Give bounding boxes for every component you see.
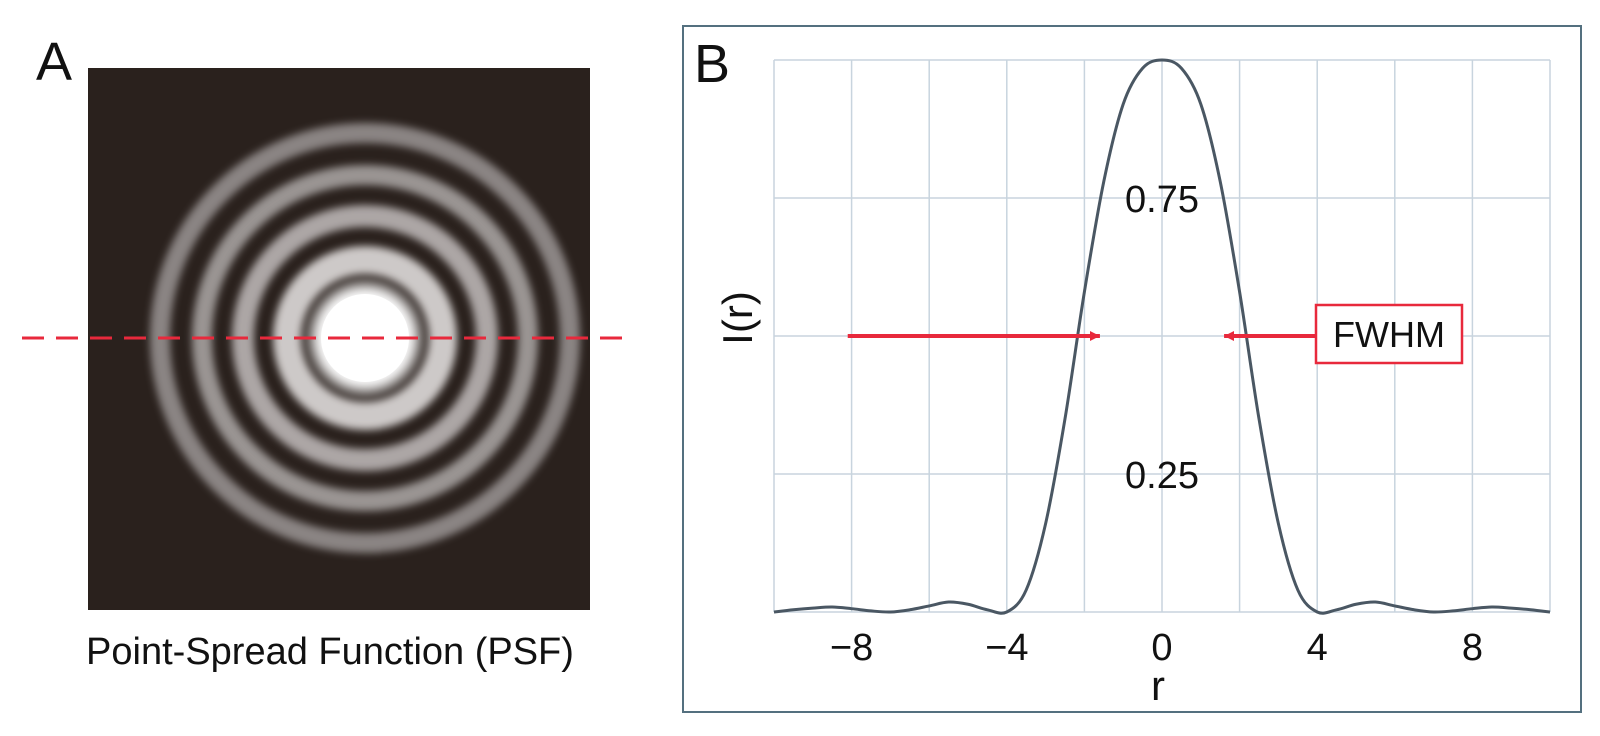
x-tick-labels: −8 −4 0 4 8 xyxy=(830,627,1483,669)
x-tick-label: −4 xyxy=(985,627,1028,669)
x-tick-label: 8 xyxy=(1462,627,1483,669)
panel-b: B 0.75 0.25 −8 −4 0 4 8 r I(r) FWHM xyxy=(682,25,1582,713)
psf-caption: Point-Spread Function (PSF) xyxy=(86,631,574,673)
fwhm-annotation: FWHM xyxy=(847,303,1464,365)
x-tick-label: 4 xyxy=(1307,627,1328,669)
intensity-curve xyxy=(773,58,1551,615)
y-annotation-0.75: 0.75 xyxy=(1125,179,1199,221)
y-annotations: 0.75 0.25 xyxy=(1125,179,1199,497)
x-axis-label: r xyxy=(1151,662,1165,709)
fwhm-label: FWHM xyxy=(1333,314,1445,355)
x-tick-label: −8 xyxy=(830,627,873,669)
fwhm-label-box xyxy=(1314,303,1464,365)
panel-a: A Point-Spread Function (PSF) xyxy=(22,32,632,673)
panel-b-letter: B xyxy=(694,34,730,94)
y-axis-label: I(r) xyxy=(714,291,761,345)
y-annotation-0.25: 0.25 xyxy=(1125,455,1199,497)
x-tick-label: 0 xyxy=(1151,627,1172,669)
panel-b-frame xyxy=(682,25,1582,713)
panel-a-letter: A xyxy=(36,32,72,92)
